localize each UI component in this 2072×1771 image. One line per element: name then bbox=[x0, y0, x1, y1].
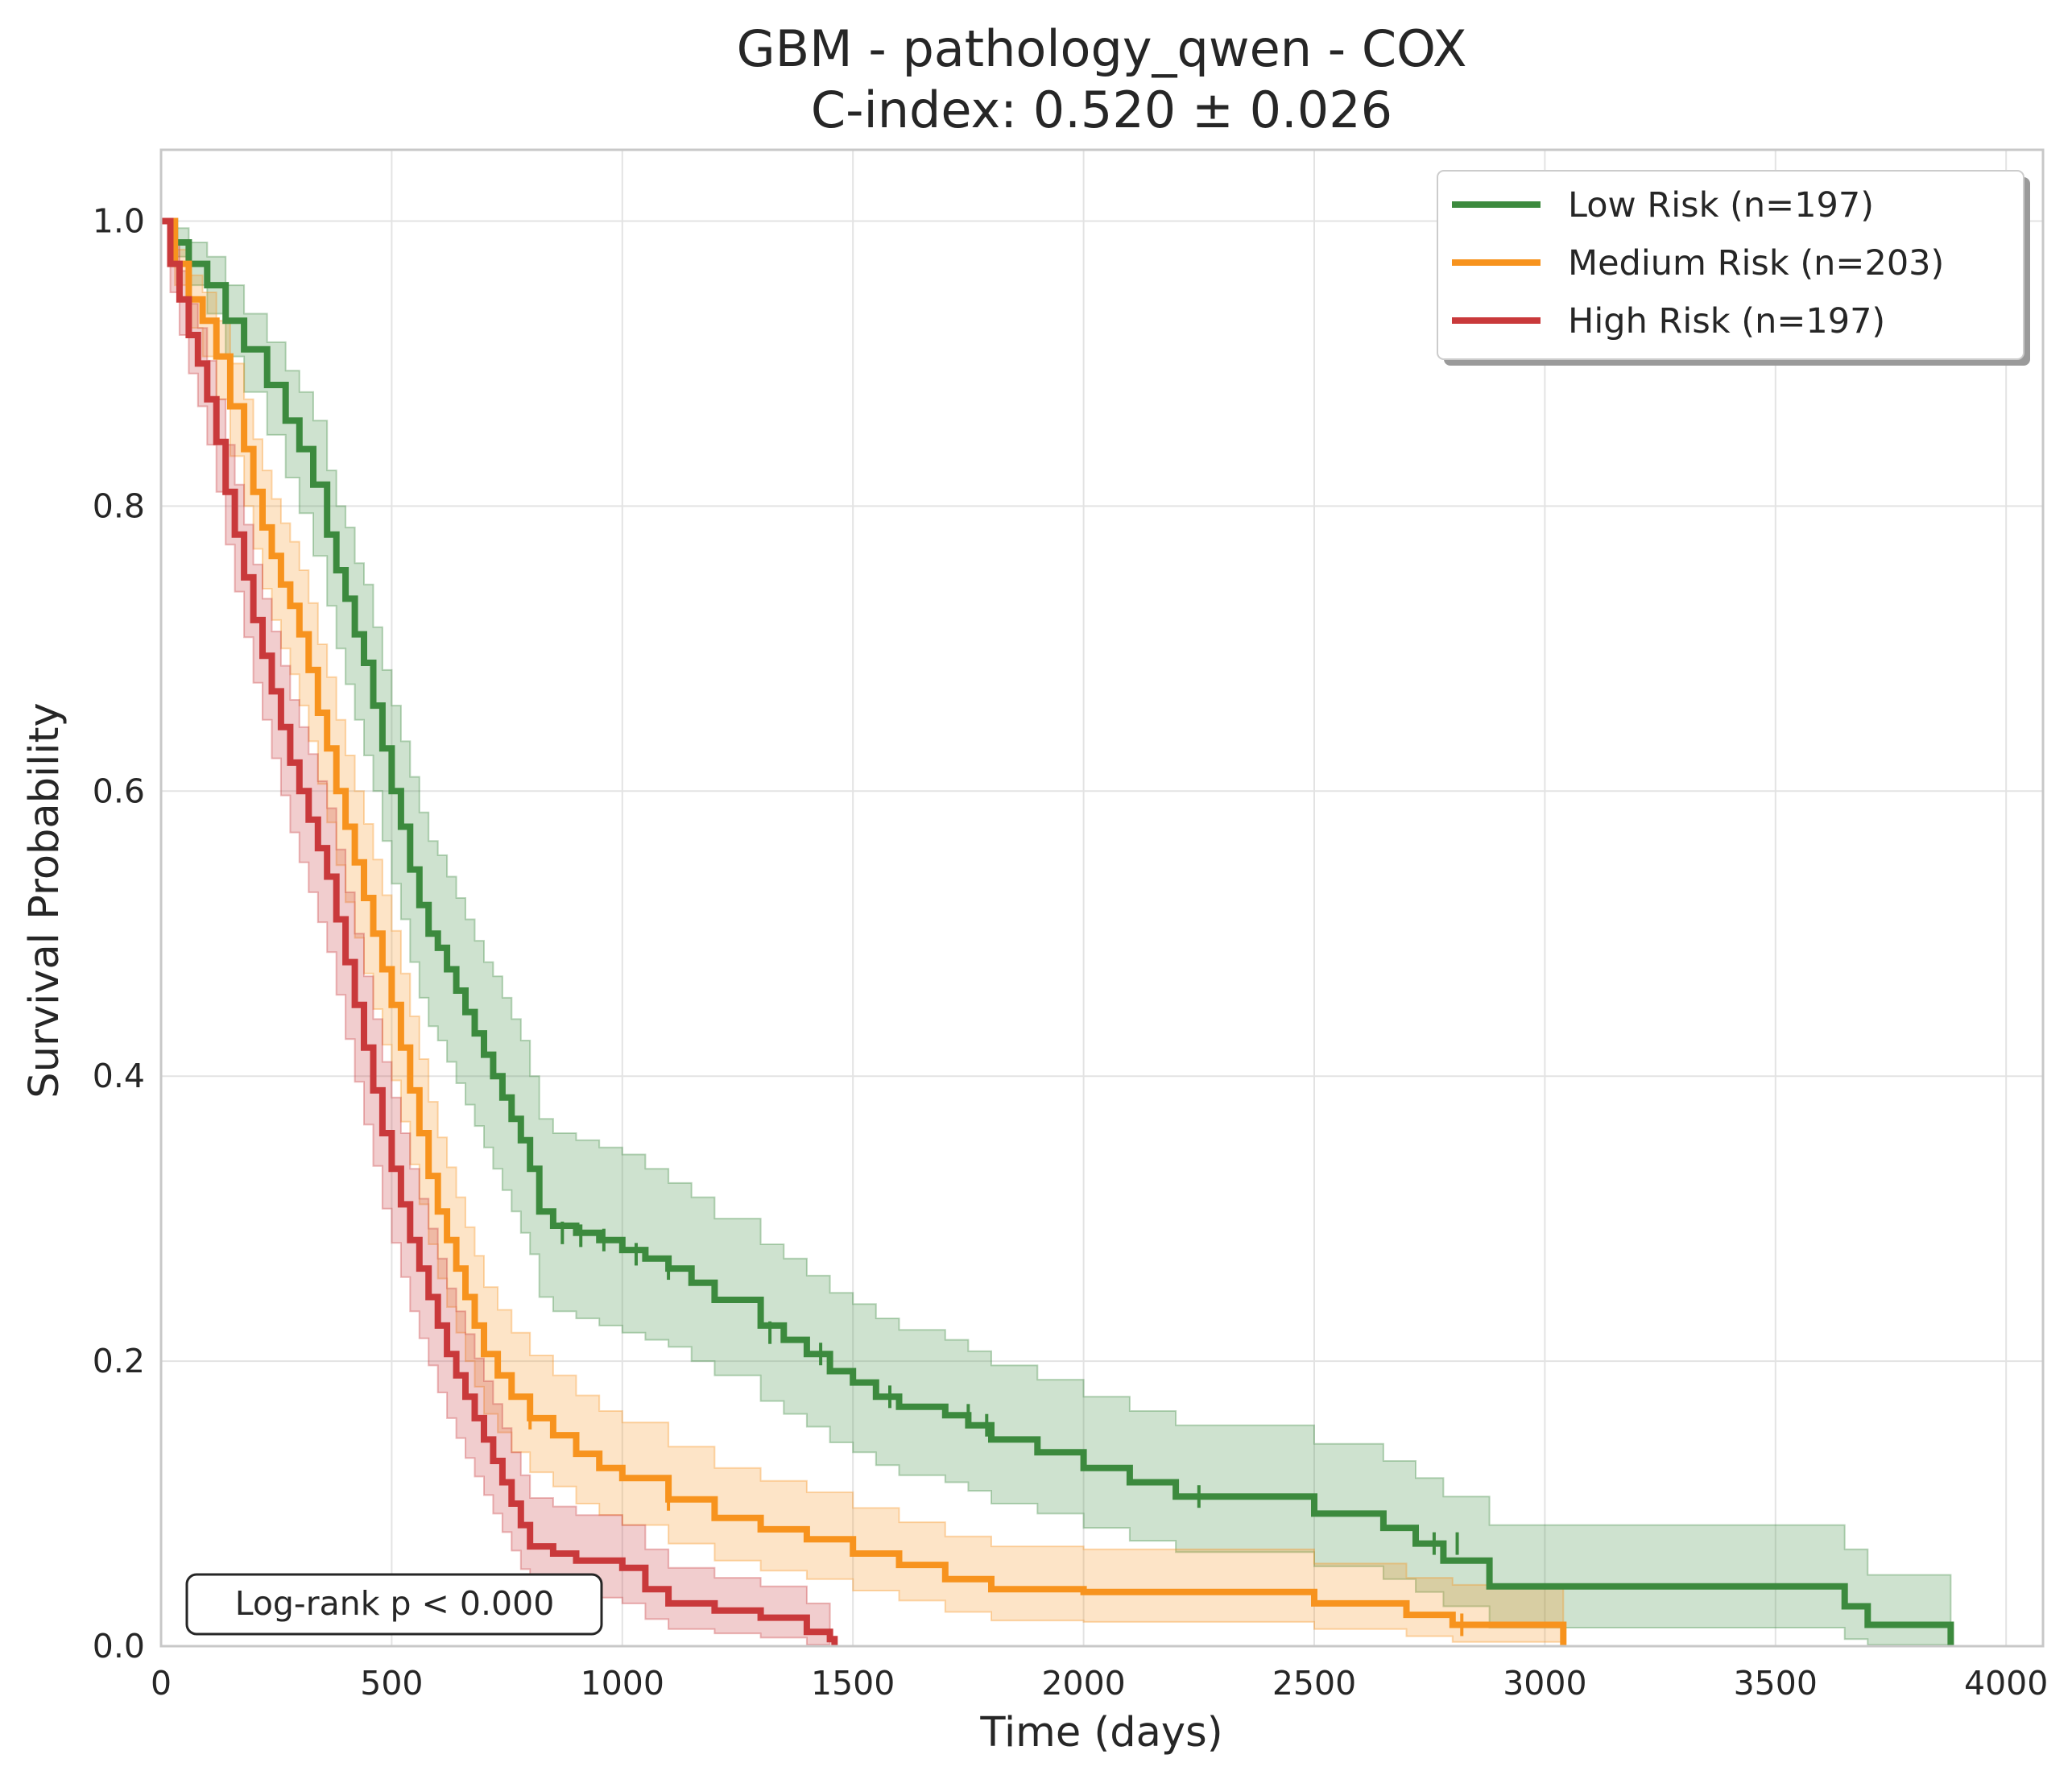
y-tick-label: 0.6 bbox=[93, 772, 145, 810]
legend-label: High Risk (n=197) bbox=[1568, 301, 1885, 341]
x-tick-label: 2000 bbox=[1041, 1664, 1125, 1703]
legend-box bbox=[1437, 170, 2024, 360]
legend-label: Low Risk (n=197) bbox=[1568, 185, 1874, 226]
x-tick-label: 3500 bbox=[1734, 1664, 1818, 1703]
y-axis-title: Survival Probability bbox=[21, 702, 68, 1098]
survival-line-series-2 bbox=[161, 217, 1567, 1646]
plot-area: 0 500 1000 1500 2000 2500 3000 3500 4000 0.0 0.2 0.… bbox=[93, 148, 2048, 1703]
logrank-text: Log-rank p < 0.000 bbox=[235, 1584, 555, 1623]
chart-subtitle: C-index: 0.520 ± 0.026 bbox=[811, 81, 1392, 139]
axes-frame bbox=[159, 148, 2045, 1648]
x-tick-label: 3000 bbox=[1503, 1664, 1586, 1703]
x-tick-label: 500 bbox=[360, 1664, 423, 1703]
legend-label: Medium Risk (n=203) bbox=[1568, 243, 1944, 283]
legend: Low Risk (n=197) Medium Risk (n=203) High … bbox=[1437, 170, 2030, 366]
x-tick-label: 4000 bbox=[1964, 1664, 2048, 1703]
logrank-annotation: Log-rank p < 0.000 bbox=[185, 1573, 603, 1636]
y-tick-label: 0.8 bbox=[93, 486, 145, 525]
y-tick-label: 0.2 bbox=[93, 1342, 145, 1380]
x-tick-label: 0 bbox=[151, 1664, 172, 1703]
ci-band-series-1 bbox=[161, 220, 1952, 1646]
x-axis-title: Time (days) bbox=[979, 1709, 1222, 1757]
chart-title: GBM - pathology_qwen - COX bbox=[737, 19, 1467, 78]
y-tick-label: 1.0 bbox=[93, 201, 145, 240]
logrank-box bbox=[185, 1573, 603, 1636]
ci-band-series-2 bbox=[161, 220, 1565, 1643]
x-tick-label: 1500 bbox=[811, 1664, 895, 1703]
survival-line-series-1 bbox=[161, 217, 1954, 1646]
x-tick-label: 2500 bbox=[1272, 1664, 1356, 1703]
survival-line-series-3 bbox=[161, 217, 838, 1646]
y-tick-label: 0.4 bbox=[93, 1057, 145, 1095]
x-tick-label: 1000 bbox=[581, 1664, 664, 1703]
y-tick-label: 0.0 bbox=[93, 1627, 145, 1665]
